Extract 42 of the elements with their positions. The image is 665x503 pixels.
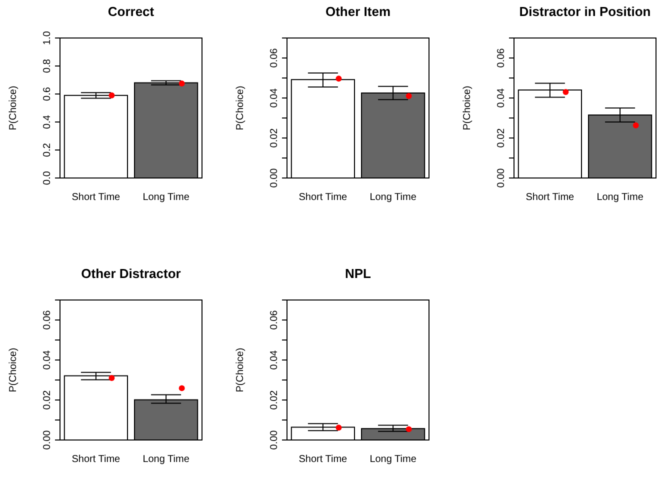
y-tick-label: 0.00: [269, 168, 280, 188]
y-tick-label: 0.6: [42, 86, 53, 101]
y-tick-label: 0.00: [42, 430, 53, 450]
chart-title: Other Distractor: [81, 266, 181, 281]
y-tick-label: 0.8: [42, 58, 53, 73]
y-tick-label: 0.06: [496, 48, 507, 68]
y-axis-title: P(Choice): [235, 86, 246, 130]
x-tick-label: Short Time: [298, 192, 348, 203]
y-axis-title: P(Choice): [462, 86, 473, 130]
y-tick-label: 0.02: [269, 390, 280, 410]
y-tick-label: 0.02: [42, 390, 53, 410]
y-tick-label: 0.04: [42, 350, 53, 370]
y-tick-label: 0.2: [42, 142, 53, 157]
x-tick-label: Long Time: [596, 192, 644, 203]
chart-title: Distractor in Position: [519, 4, 651, 19]
x-tick-label: Short Time: [298, 454, 348, 465]
y-tick-label: 0.06: [269, 48, 280, 68]
chart-title: Other Item: [325, 4, 391, 19]
y-tick-label: 0.06: [42, 310, 53, 330]
y-tick-label: 0.4: [42, 114, 53, 129]
x-tick-label: Short Time: [72, 454, 121, 465]
x-tick-label: Long Time: [142, 192, 190, 203]
y-tick-label: 0.0: [42, 170, 53, 185]
y-tick-label: 0.00: [496, 168, 507, 188]
y-tick-label: 0.00: [269, 430, 280, 450]
y-axis-title: P(Choice): [8, 86, 19, 130]
y-tick-label: 0.06: [269, 310, 280, 330]
x-tick-label: Long Time: [370, 192, 417, 203]
x-tick-label: Short Time: [526, 192, 575, 203]
y-axis-title: P(Choice): [8, 348, 19, 392]
x-tick-label: Long Time: [370, 454, 417, 465]
y-tick-label: 0.02: [269, 128, 280, 148]
y-tick-label: 1.0: [42, 30, 53, 45]
x-tick-label: Short Time: [72, 192, 121, 203]
chart-title: Correct: [108, 4, 155, 19]
y-tick-label: 0.04: [496, 88, 507, 108]
x-tick-label: Long Time: [142, 454, 190, 465]
y-axis-title: P(Choice): [235, 348, 246, 392]
y-tick-label: 0.04: [269, 350, 280, 370]
chart-title: NPL: [345, 266, 372, 281]
y-tick-label: 0.04: [269, 88, 280, 108]
y-tick-label: 0.02: [496, 128, 507, 148]
